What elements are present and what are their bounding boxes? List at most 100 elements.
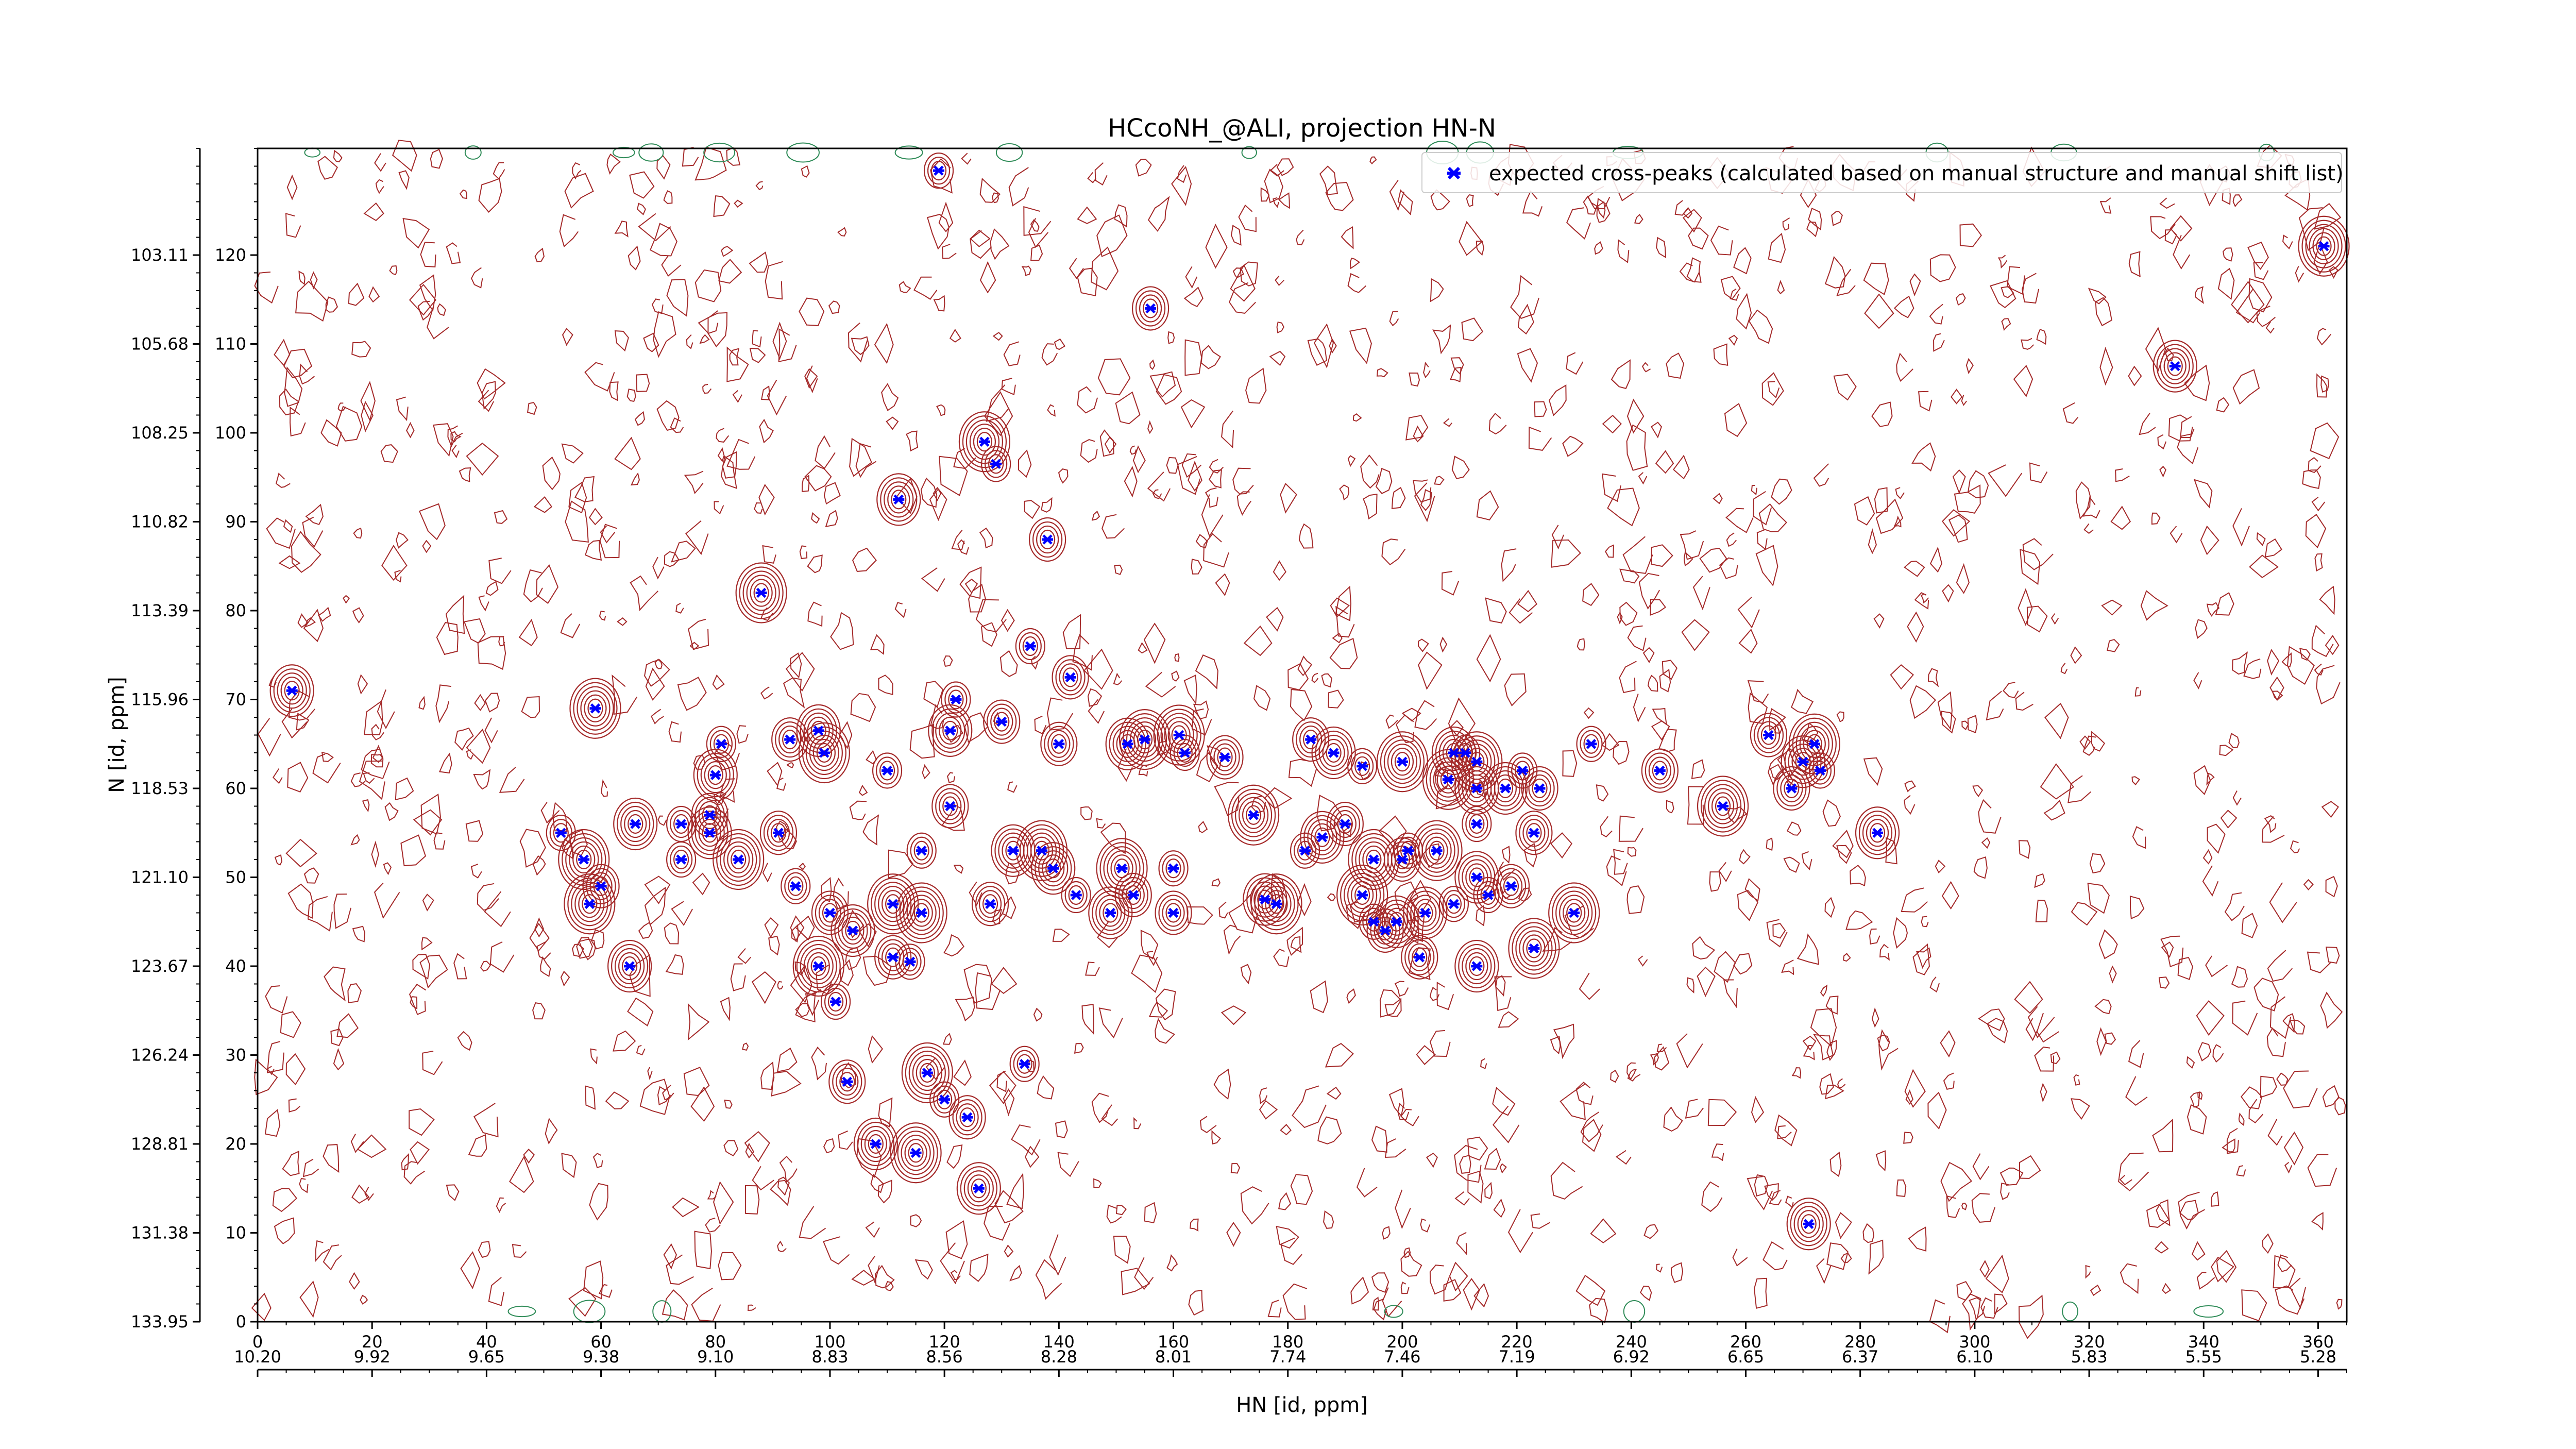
peak-contour	[2305, 224, 2343, 268]
cross-peak-marker	[1270, 899, 1282, 909]
noise-contour	[1896, 1180, 1907, 1197]
peak-contour	[611, 943, 649, 989]
noise-contour	[2273, 1255, 2296, 1289]
cross-peak-marker	[1585, 739, 1597, 749]
peak-contour	[1016, 1054, 1032, 1074]
peak-contour	[876, 473, 921, 526]
noise-contour	[1371, 1272, 1389, 1293]
peak-contour	[994, 712, 1010, 732]
peak-contour	[875, 756, 899, 785]
noise-contour	[881, 383, 899, 411]
noise-contour	[1987, 1018, 2008, 1043]
noise-contour	[1747, 680, 1769, 703]
noise-contour	[2249, 554, 2279, 579]
x-tick-label: 60	[590, 1332, 612, 1352]
noise-contour	[1329, 338, 1337, 354]
noise-contour	[1650, 599, 1667, 616]
cross-peak-marker	[944, 726, 956, 736]
noise-contour	[707, 312, 728, 348]
noise-contour	[498, 636, 505, 647]
peak-contour	[796, 704, 841, 757]
noise-contour	[1499, 1163, 1507, 1174]
noise-contour	[1600, 816, 1613, 838]
noise-contour	[478, 1241, 491, 1258]
noise-contour	[744, 1131, 770, 1162]
noise-contour	[2215, 592, 2234, 616]
noise-contour	[677, 677, 707, 711]
noise-contour	[852, 547, 877, 572]
noise-contour	[2232, 369, 2260, 405]
noise-contour	[1494, 976, 1512, 1012]
peak-contour	[1422, 749, 1474, 810]
peak-contour	[1458, 855, 1496, 900]
noise-contour	[1195, 534, 1208, 549]
cross-peak-marker	[985, 899, 996, 909]
peak-contour	[770, 823, 787, 843]
noise-contour	[705, 1217, 721, 1233]
peak-contour	[767, 819, 790, 847]
noise-contour	[389, 265, 398, 276]
noise-contour	[1893, 917, 1908, 949]
noise-contour	[2000, 1183, 2010, 1200]
noise-contour	[1911, 442, 1936, 472]
noise-contour	[383, 862, 392, 875]
noise-contour	[1670, 1262, 1684, 1283]
noise-contour	[2128, 251, 2141, 278]
peak-contour	[931, 784, 969, 829]
noise-contour	[353, 527, 363, 539]
noise-contour	[1769, 1190, 1782, 1206]
noise-contour	[1647, 675, 1658, 692]
noise-contour	[2125, 1076, 2148, 1106]
noise-contour	[1292, 1085, 1327, 1128]
cross-peak-marker	[1042, 534, 1054, 545]
noise-contour	[2248, 278, 2273, 313]
peak-contour	[973, 428, 996, 456]
legend-box	[1421, 152, 2342, 193]
noise-contour	[1627, 1069, 1641, 1082]
cross-peak-marker	[812, 961, 824, 971]
noise-contour	[1871, 401, 1893, 427]
peak-contour	[1425, 836, 1448, 865]
noise-contour	[2020, 549, 2041, 585]
noise-contour	[1530, 1213, 1551, 1229]
noise-contour	[1101, 514, 1125, 539]
noise-contour	[2161, 941, 2174, 958]
noise-contour	[1791, 1067, 1802, 1079]
peak-contour	[1354, 885, 1370, 905]
noise-contour	[1617, 612, 1623, 625]
noise-contour	[1663, 1106, 1683, 1132]
noise-contour	[666, 279, 689, 317]
noise-contour	[663, 1243, 677, 1270]
peak-contour	[1347, 748, 1378, 784]
peak-contour	[1458, 943, 1496, 989]
noise-contour	[380, 444, 398, 463]
y2-tick-label: 108.25	[131, 423, 189, 443]
noise-contour	[961, 153, 972, 165]
peak-contour	[882, 890, 905, 918]
noise-contour	[1028, 218, 1049, 248]
noise-contour	[599, 524, 620, 559]
peak-contour	[569, 678, 621, 739]
noise-contour	[421, 937, 433, 951]
noise-contour	[1504, 673, 1527, 706]
peak-contour	[565, 837, 603, 882]
peak-contour	[1433, 761, 1463, 798]
noise-contour	[1114, 564, 1123, 576]
peak-contour	[584, 694, 607, 722]
noise-contour	[811, 1047, 827, 1081]
noise-contour	[940, 1242, 965, 1285]
noise-contour	[1713, 493, 1723, 504]
noise-contour	[1575, 1274, 1606, 1306]
peak-contour	[2316, 236, 2332, 256]
cross-peak-marker	[755, 587, 767, 598]
noise-contour	[1492, 1087, 1516, 1116]
noise-contour	[1831, 211, 1843, 226]
noise-contour	[1824, 256, 1846, 289]
noise-contour	[1391, 486, 1406, 510]
peak-contour	[1793, 1206, 1824, 1242]
noise-contour	[1639, 1285, 1652, 1301]
cross-peak-marker	[1316, 832, 1328, 843]
noise-contour	[1730, 288, 1739, 301]
noise-contour	[762, 863, 772, 883]
noise-contour	[1908, 1226, 1927, 1252]
